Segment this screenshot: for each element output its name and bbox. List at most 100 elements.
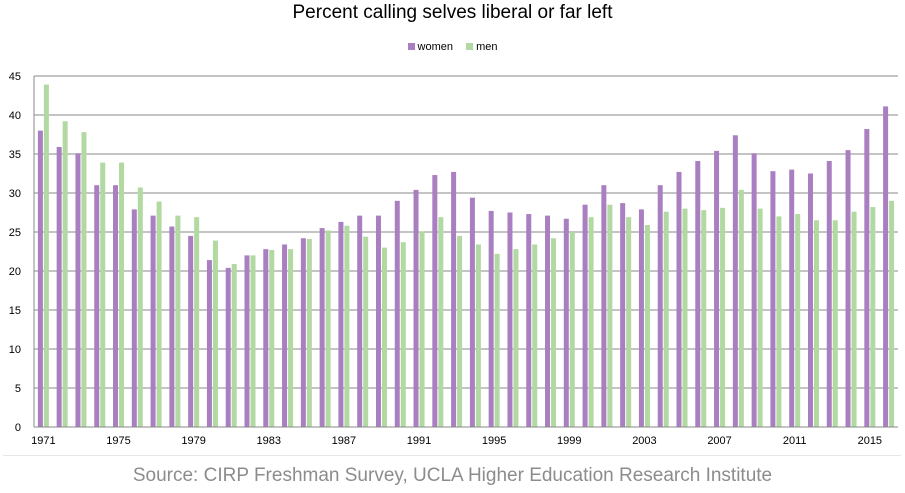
bar-women [394,200,400,427]
bar-men [194,217,200,427]
bar-men [889,200,895,427]
bar-chart: 0 5 10 15 20 25 30 35 40 45 1971 1975 1979 1983 1987 19… [9,71,898,447]
bar-men [813,220,819,427]
bar-men [513,249,519,427]
y-tick-label: 20 [9,266,21,278]
legend-item-women: women [407,41,453,53]
bar-women [131,209,137,427]
y-tick-label: 25 [9,227,21,239]
y-tick-label: 0 [15,422,21,434]
bar-women [601,185,607,427]
y-tick-label: 45 [9,71,21,83]
chart-title: Percent calling selves liberal or far le… [292,2,613,23]
bar-women [75,153,81,427]
bar-men [851,211,857,427]
bar-women [789,169,795,427]
bar-men [250,255,256,427]
bar-men [532,244,538,427]
bar-women [94,185,100,427]
bar-women [864,129,870,428]
bar-women [770,171,776,427]
bar-women [413,189,419,427]
legend-swatch-women [407,43,415,50]
bar-men [325,230,331,427]
bar-women [282,244,288,427]
bar-men [569,232,575,427]
bar-men [137,187,143,427]
bar-men [81,132,87,427]
bars [37,84,895,428]
bar-men [663,211,669,427]
bar-men [62,121,68,428]
divider [3,455,901,456]
source-note: Source: CIRP Freshman Survey, UCLA Highe… [132,465,773,486]
legend: women men [0,41,905,53]
x-tick-label: 1995 [482,435,506,447]
bar-men [363,236,369,427]
bar-women [169,226,175,427]
bar-women [225,267,231,427]
x-tick-label: 1983 [257,435,281,447]
bar-men [175,215,181,427]
bar-women [37,130,43,427]
bar-women [56,146,62,428]
bar-women [526,214,532,427]
bar-women [488,210,494,427]
bar-women [300,238,306,427]
bar-women [883,106,889,428]
bar-women [714,150,720,427]
bar-women [469,197,475,427]
bar-women [263,249,269,427]
bar-men [701,210,707,427]
bar-women [845,150,851,427]
bar-men [457,235,463,427]
bar-women [507,212,513,427]
y-tick-label: 15 [9,305,21,317]
gridlines [34,75,898,389]
bar-women [807,173,813,427]
x-tick-label: 1971 [31,435,55,447]
bar-women [620,203,626,427]
bar-men [607,204,613,427]
bar-women [451,171,457,427]
bar-women [826,161,832,427]
x-tick-label: 2003 [632,435,656,447]
x-tick-label: 1991 [407,435,431,447]
bar-men [475,244,481,427]
x-tick-label: 1979 [181,435,205,447]
bar-men [288,249,294,427]
bar-women [676,171,682,427]
bar-men [720,207,726,427]
x-tick-label: 1987 [332,435,356,447]
bar-women [188,235,194,427]
x-tick-label: 1999 [557,435,581,447]
bar-women [751,153,757,427]
axes: 0 5 10 15 20 25 30 35 40 45 1971 1975 1979 1983 1987 19… [9,71,898,447]
bar-men [776,216,782,427]
bar-women [244,255,250,427]
bar-women [545,215,551,427]
bar-men [551,238,557,427]
bar-women [732,135,738,427]
bar-women [319,228,325,427]
bar-women [206,260,212,427]
bar-women [113,185,119,427]
bar-men [43,84,49,427]
bar-women [657,185,663,427]
bar-men [644,224,650,427]
y-tick-label: 30 [9,188,21,200]
bar-women [150,215,156,427]
bar-men [381,247,387,427]
bar-men [231,263,237,427]
y-tick-label: 5 [15,383,21,395]
y-tick-label: 40 [9,110,21,122]
bar-women [638,209,644,427]
bar-men [438,217,444,427]
legend-label-women: women [417,41,453,53]
bar-men [100,162,106,427]
y-tick-label: 10 [9,344,21,356]
bar-men [306,239,312,427]
bar-men [269,249,275,427]
bar-men [119,162,125,427]
bar-men [832,220,838,427]
